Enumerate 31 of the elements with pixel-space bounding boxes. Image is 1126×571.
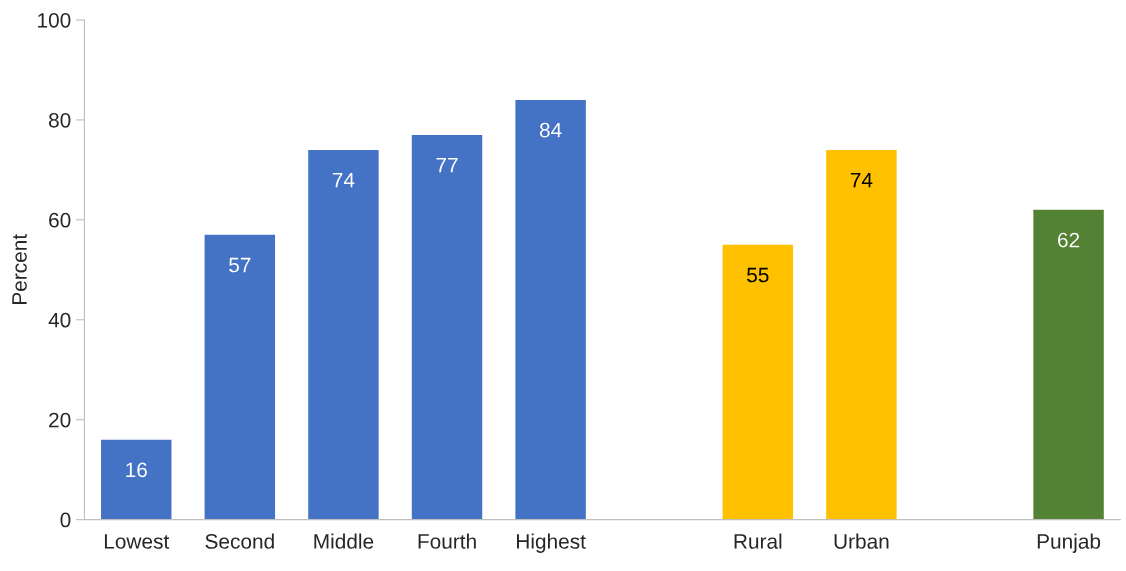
bar	[515, 99, 586, 520]
bar	[411, 134, 483, 520]
data-label: 62	[1058, 232, 1080, 248]
x-tick-label: Rural	[734, 533, 782, 549]
data-label: 77	[436, 157, 458, 173]
data-label: 55	[747, 267, 769, 283]
y-axis-title: Percent	[12, 234, 27, 304]
bar	[722, 244, 794, 520]
bar	[826, 149, 897, 520]
y-tick-label: 40	[48, 312, 71, 328]
bar	[308, 149, 379, 520]
bar	[101, 439, 172, 520]
data-label: 84	[539, 122, 562, 138]
x-tick-label: Lowest	[104, 534, 170, 549]
y-tick-label: 0	[60, 512, 71, 528]
x-tick-label: Urban	[834, 533, 889, 549]
bar	[1033, 209, 1104, 520]
bar	[204, 234, 276, 520]
x-tick-label: Second	[205, 533, 274, 549]
x-tick-label: Punjab	[1037, 533, 1101, 553]
x-tick-label: Middle	[314, 533, 374, 549]
y-tick-label: 60	[49, 212, 71, 228]
data-label: 74	[850, 172, 873, 188]
data-label: 74	[332, 172, 355, 188]
data-label: 57	[229, 257, 251, 273]
y-tick-label: 80	[48, 112, 71, 128]
y-tick-label: 100	[38, 12, 71, 28]
x-tick-label: Fourth	[418, 533, 476, 549]
x-tick-label: Highest	[517, 533, 586, 553]
y-tick-label: 20	[49, 412, 71, 428]
data-label: 16	[126, 462, 147, 478]
